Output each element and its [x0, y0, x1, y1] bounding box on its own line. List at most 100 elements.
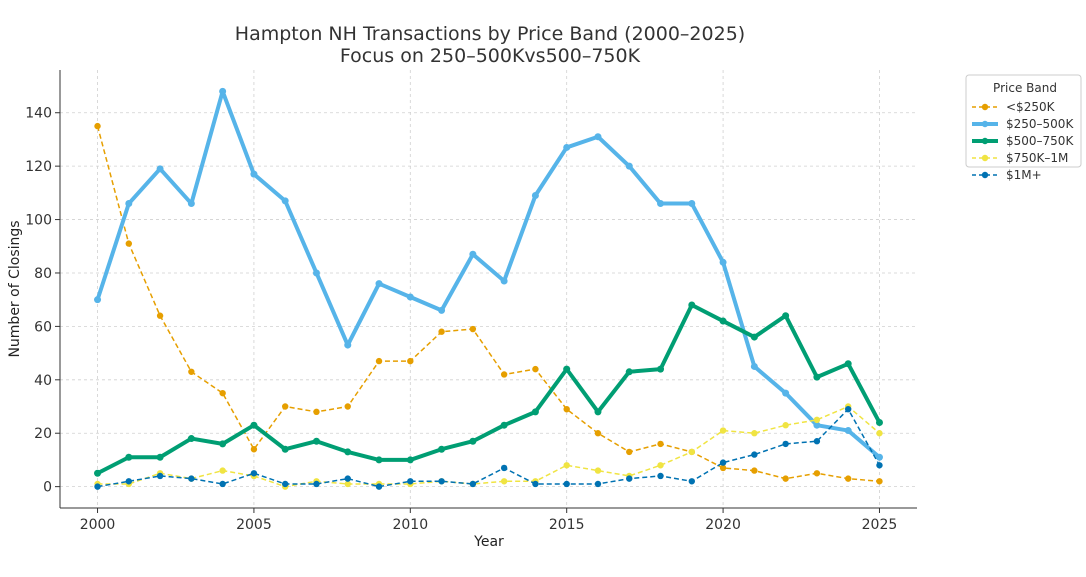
- data-point: [782, 312, 790, 320]
- y-tick-label: 20: [34, 426, 52, 442]
- data-point: [688, 301, 696, 309]
- data-point: [188, 368, 195, 375]
- data-point: [469, 437, 477, 445]
- data-point: [750, 333, 758, 341]
- data-point: [594, 430, 602, 437]
- data-point: [782, 422, 789, 429]
- data-point: [250, 421, 258, 429]
- data-point: [469, 325, 477, 333]
- data-point: [563, 405, 570, 413]
- data-point: [844, 475, 852, 482]
- data-point: [500, 371, 508, 378]
- data-point: [594, 133, 602, 141]
- data-point: [406, 456, 414, 464]
- legend: Price Band <$250K $250–500K $500–750K $750K…: [965, 74, 1082, 182]
- data-point: [625, 162, 633, 170]
- data-point: [438, 328, 445, 335]
- data-point: [438, 478, 445, 485]
- x-tick-label: 2025: [862, 517, 898, 533]
- data-point: [281, 403, 289, 410]
- legend-label: $500–750K: [1006, 134, 1074, 148]
- data-point: [188, 475, 195, 482]
- data-point: [250, 170, 258, 178]
- data-point: [219, 87, 227, 95]
- data-point: [281, 480, 289, 488]
- y-tick-label: 60: [34, 319, 52, 335]
- data-point: [94, 469, 102, 477]
- data-point: [719, 464, 727, 472]
- legend-marker: [981, 120, 989, 128]
- data-point: [563, 143, 571, 151]
- data-point: [312, 437, 320, 445]
- data-point: [563, 365, 571, 373]
- legend-box: [965, 74, 1082, 168]
- legend-marker: [981, 171, 989, 179]
- data-point: [344, 448, 352, 456]
- data-point: [156, 165, 164, 173]
- data-point: [751, 451, 758, 458]
- data-point: [125, 200, 133, 208]
- data-point: [657, 462, 664, 469]
- legend-label: $250–500K: [1006, 117, 1074, 131]
- chart-title-line1: Hampton NH Transactions by Price Band (2…: [235, 23, 745, 45]
- data-point: [813, 421, 821, 429]
- data-point: [751, 467, 758, 474]
- data-point: [219, 440, 227, 448]
- data-point: [813, 373, 821, 381]
- legend-marker: [981, 103, 989, 111]
- y-tick-label: 100: [25, 213, 52, 229]
- data-point: [875, 419, 883, 427]
- data-point: [719, 258, 727, 266]
- series-line: [96, 125, 880, 483]
- data-point: [156, 453, 164, 461]
- data-point: [407, 357, 414, 365]
- data-point: [688, 478, 696, 485]
- data-point: [813, 416, 821, 424]
- data-point: [219, 467, 226, 474]
- data-point: [657, 472, 664, 480]
- data-point: [156, 312, 164, 319]
- legend-label: <$250K: [1006, 100, 1056, 114]
- data-point: [594, 480, 602, 488]
- data-point: [407, 478, 414, 485]
- y-tick-label: 140: [25, 106, 52, 122]
- data-point: [813, 470, 821, 477]
- axes: [59, 70, 917, 509]
- series-line: [96, 303, 882, 476]
- data-point: [876, 478, 883, 485]
- data-point: [719, 427, 727, 434]
- data-point: [532, 365, 539, 373]
- data-point: [688, 200, 696, 208]
- data-point: [626, 475, 633, 482]
- data-point: [876, 430, 883, 437]
- data-point: [281, 197, 289, 205]
- data-point: [844, 405, 852, 413]
- legend-marker: [981, 137, 989, 145]
- tick-labels: 2000 2005 2010 2015 2020 2025 0 20 40 60 80 100 120 1…: [25, 106, 897, 533]
- series-lines: [94, 87, 883, 490]
- data-point: [813, 438, 821, 445]
- data-point: [375, 357, 383, 365]
- legend-label: $750K–1M: [1006, 151, 1068, 165]
- data-point: [844, 427, 852, 435]
- data-point: [438, 306, 446, 314]
- data-point: [375, 483, 383, 490]
- data-point: [438, 445, 446, 453]
- data-point: [375, 280, 383, 288]
- grid: [60, 70, 917, 508]
- data-point: [344, 403, 351, 410]
- data-point: [626, 448, 633, 456]
- series-3: [94, 403, 883, 490]
- data-point: [844, 360, 852, 368]
- data-point: [469, 250, 477, 258]
- data-point: [187, 200, 195, 208]
- data-point: [500, 464, 508, 472]
- data-point: [782, 440, 789, 448]
- data-point: [156, 472, 164, 480]
- series-line: [97, 405, 880, 488]
- x-tick-label: 2000: [80, 517, 116, 533]
- data-point: [657, 440, 664, 448]
- data-point: [875, 453, 883, 461]
- data-point: [782, 475, 789, 482]
- data-point: [313, 408, 320, 416]
